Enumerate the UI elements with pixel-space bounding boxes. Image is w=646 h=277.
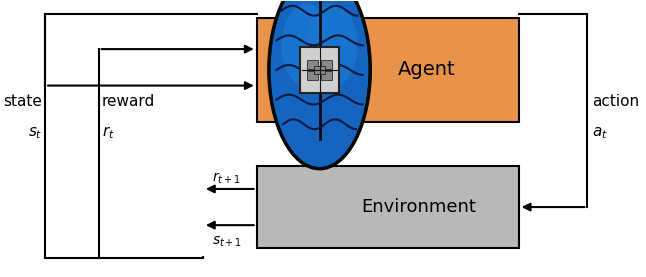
FancyBboxPatch shape — [314, 66, 325, 74]
FancyBboxPatch shape — [321, 71, 332, 80]
Text: state: state — [3, 94, 42, 109]
Ellipse shape — [282, 3, 332, 87]
Text: $r_t$: $r_t$ — [101, 125, 114, 141]
FancyBboxPatch shape — [300, 47, 339, 93]
Text: Environment: Environment — [362, 198, 477, 216]
Text: action: action — [592, 94, 639, 109]
Ellipse shape — [269, 0, 370, 169]
Text: $a_t$: $a_t$ — [592, 125, 608, 141]
Text: reward: reward — [101, 94, 155, 109]
FancyBboxPatch shape — [256, 166, 519, 248]
FancyBboxPatch shape — [256, 18, 519, 122]
Text: $s_{t+1}$: $s_{t+1}$ — [212, 234, 242, 249]
Ellipse shape — [307, 3, 357, 87]
Text: $s_t$: $s_t$ — [28, 125, 42, 141]
FancyBboxPatch shape — [307, 60, 318, 69]
FancyBboxPatch shape — [321, 60, 332, 69]
Text: Agent: Agent — [398, 60, 456, 79]
Text: $r_{t+1}$: $r_{t+1}$ — [212, 170, 241, 186]
FancyBboxPatch shape — [307, 71, 318, 80]
